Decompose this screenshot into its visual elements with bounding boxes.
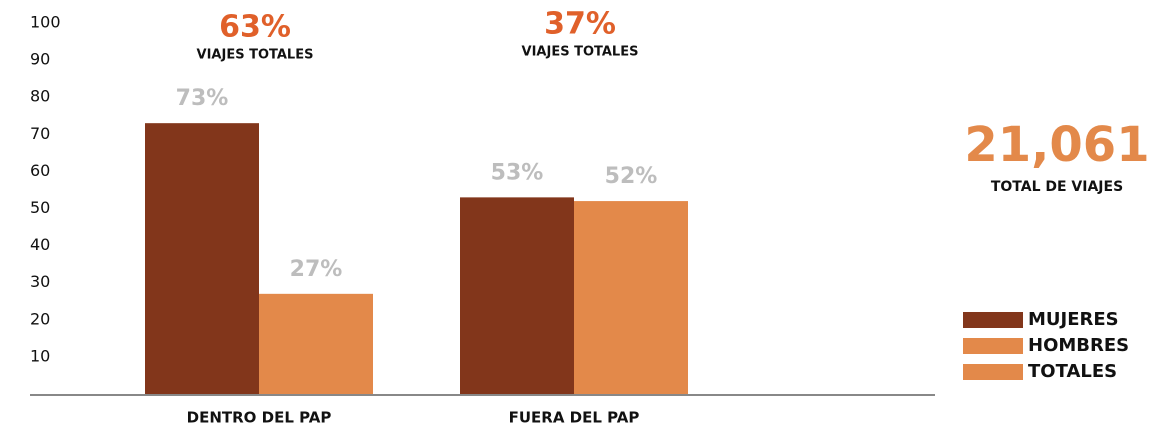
total-value: 21,061 bbox=[964, 117, 1149, 173]
bar bbox=[259, 293, 373, 394]
group-total: 37% bbox=[544, 7, 616, 42]
legend-label: TOTALES bbox=[1028, 361, 1117, 382]
y-tick-label: 20 bbox=[30, 309, 50, 328]
y-tick-label: 60 bbox=[30, 161, 50, 180]
bar bbox=[460, 197, 574, 394]
y-tick-label: 50 bbox=[30, 198, 50, 217]
legend-swatch bbox=[963, 364, 1023, 380]
value-label: 27% bbox=[290, 257, 343, 282]
y-tick-label: 10 bbox=[30, 346, 50, 365]
legend-label: MUJERES bbox=[1028, 309, 1119, 330]
y-tick-label: 100 bbox=[30, 13, 61, 32]
y-tick-label: 40 bbox=[30, 235, 50, 254]
legend-swatch bbox=[963, 338, 1023, 354]
group-total-caption: VIAJES TOTALES bbox=[197, 48, 314, 63]
x-tick-label: DENTRO DEL PAP bbox=[187, 409, 332, 427]
y-tick-label: 70 bbox=[30, 124, 50, 143]
legend-swatch bbox=[963, 312, 1023, 328]
y-tick-label: 30 bbox=[30, 272, 50, 291]
value-label: 53% bbox=[491, 160, 544, 185]
x-tick-label: FUERA DEL PAP bbox=[509, 409, 640, 427]
value-label: 73% bbox=[176, 86, 229, 111]
value-label: 52% bbox=[605, 164, 658, 189]
total-caption: TOTAL DE VIAJES bbox=[991, 179, 1123, 195]
group-total-caption: VIAJES TOTALES bbox=[522, 45, 639, 60]
bar bbox=[574, 201, 688, 394]
bar bbox=[145, 123, 259, 395]
y-tick-label: 90 bbox=[30, 50, 50, 69]
legend-label: HOMBRES bbox=[1028, 335, 1129, 356]
group-total: 63% bbox=[219, 10, 291, 45]
y-tick-label: 80 bbox=[30, 87, 50, 106]
